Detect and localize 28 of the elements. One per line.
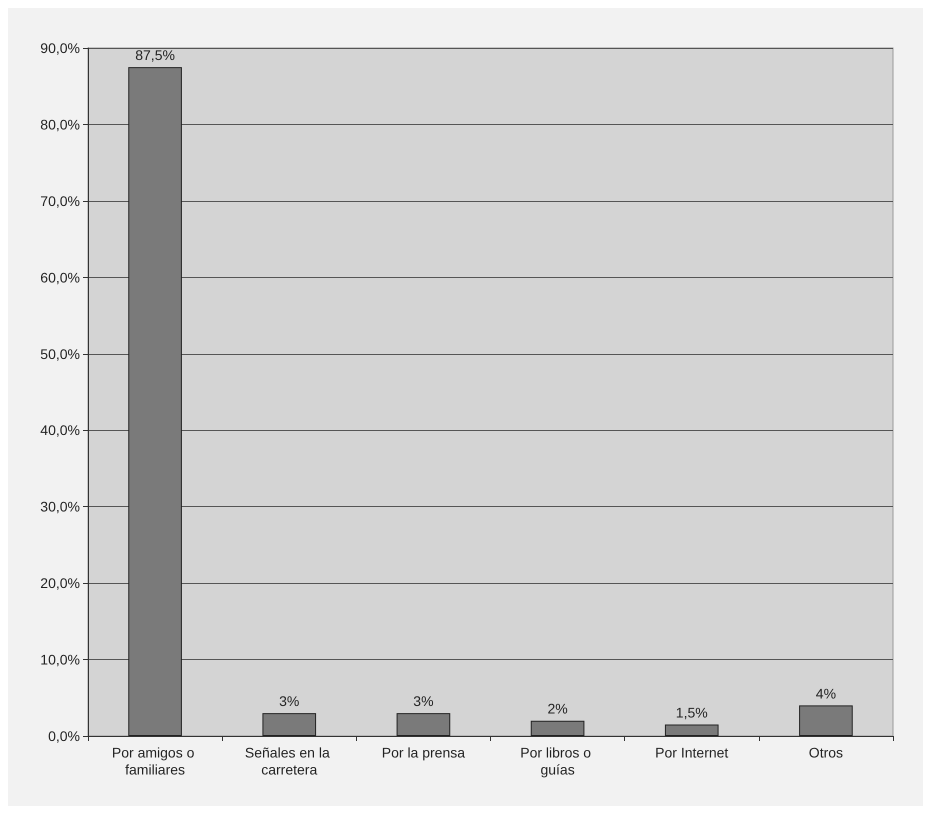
y-tick-label: 60,0% [40,269,80,286]
y-tick-label: 20,0% [40,575,80,592]
data-label: 1,5% [676,704,708,721]
x-tick-label: Por la prensa [382,744,466,760]
data-label: 3% [413,693,434,710]
y-tick-label: 40,0% [40,422,80,438]
bar [128,67,182,736]
bar [799,705,853,736]
x-tick-label: Por libros o guías [520,744,595,778]
bar [664,724,719,736]
bar [396,713,450,736]
x-tick-label: Por Internet [655,744,728,760]
data-label: 3% [279,693,300,710]
y-tick-label: 80,0% [40,116,80,132]
y-tick-label: 50,0% [40,346,80,362]
y-tick-label: 30,0% [40,498,80,515]
y-tick-label: 70,0% [40,192,80,209]
data-label: 4% [816,685,836,702]
x-tick-label: Por amigos o familiares [112,744,198,778]
data-label: 2% [547,700,568,717]
y-tick-label: 0,0% [48,728,80,744]
x-tick-label: Señales en la carretera [244,744,334,778]
x-tick-label: Otros [808,744,844,760]
bar [530,720,584,736]
data-label: 87,5% [135,47,175,64]
bar [262,713,316,736]
y-tick-label: 10,0% [40,652,80,668]
y-tick-label: 90,0% [40,40,80,56]
